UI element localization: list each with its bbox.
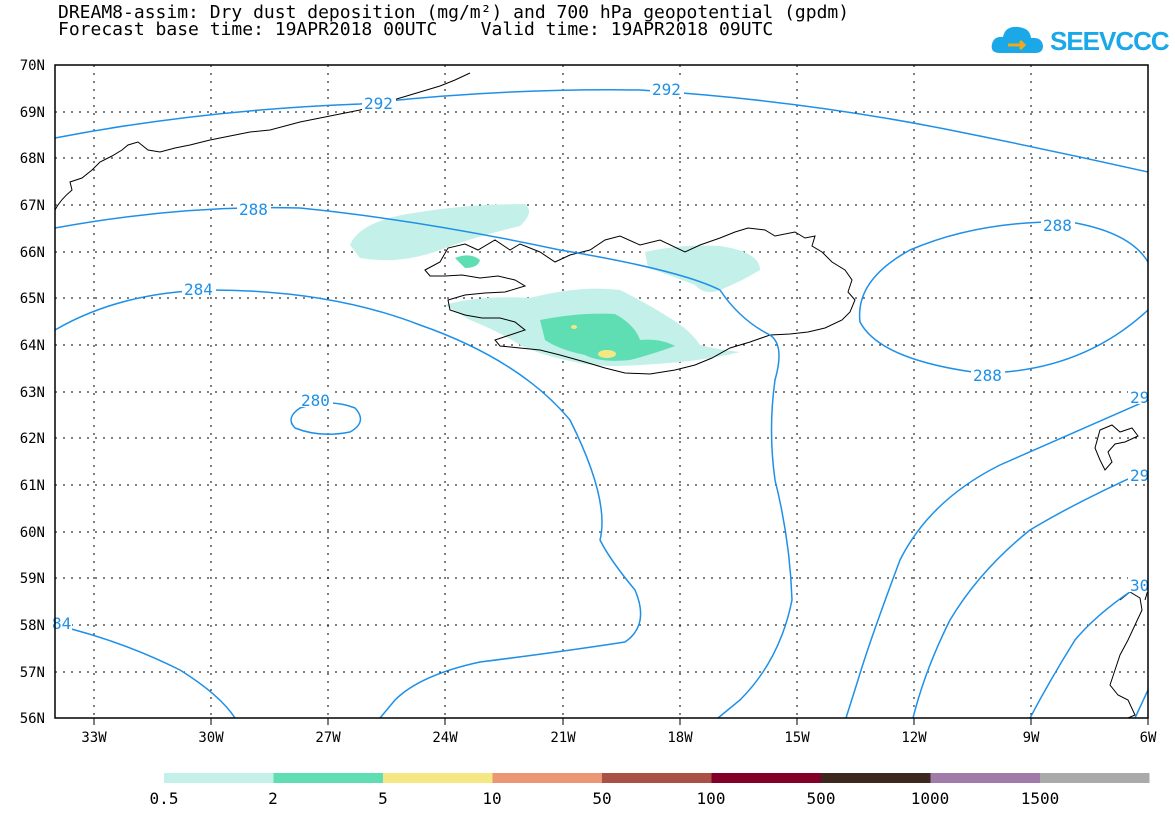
lon-label: 27W	[315, 730, 341, 746]
legend-tick: 500	[807, 789, 836, 808]
dust-area-medium-west	[455, 255, 480, 268]
axis-ticks	[93, 718, 1149, 725]
lat-label: 70N	[20, 58, 45, 74]
legend-bin	[383, 773, 493, 783]
lon-label: 33W	[81, 730, 107, 746]
lat-label: 58N	[20, 618, 45, 634]
dust-shading	[350, 204, 760, 366]
map-subtitle: Forecast base time: 19APR2018 00UTC Vali…	[58, 19, 774, 40]
legend-bin	[164, 773, 274, 783]
contour-label-284b: 84	[52, 614, 71, 633]
lat-label: 61N	[20, 478, 45, 494]
contour-label-29a: 29	[1130, 388, 1149, 407]
legend-tick: 2	[268, 789, 278, 808]
lat-label: 62N	[20, 431, 45, 447]
lat-labels: 70N 69N 68N 67N 66N 65N 64N 63N 62N 61N …	[20, 58, 45, 727]
lat-label: 68N	[20, 151, 45, 167]
contour-label-284a: 284	[184, 280, 213, 299]
lon-label: 12W	[901, 730, 927, 746]
legend-bin	[273, 773, 383, 783]
contour-label-292b: 292	[652, 80, 681, 99]
lon-label: 30W	[198, 730, 224, 746]
cloud-icon	[991, 26, 1043, 53]
legend-tick: 1000	[911, 789, 950, 808]
legend-bin	[930, 773, 1040, 783]
lat-label: 69N	[20, 105, 45, 121]
lat-label: 59N	[20, 571, 45, 587]
lat-label: 60N	[20, 525, 45, 541]
lon-label: 18W	[667, 730, 693, 746]
legend-tick: 50	[592, 789, 611, 808]
contour-label-30: 30	[1130, 576, 1149, 595]
contour-284-sw	[54, 624, 236, 719]
seevccc-logo: SEEVCCC	[990, 20, 1170, 60]
geopotential-contours	[54, 89, 1149, 719]
contour-label-288b: 288	[1043, 216, 1072, 235]
legend-bin	[492, 773, 602, 783]
dust-area-light-ne	[645, 245, 760, 293]
legend-tick: 10	[482, 789, 501, 808]
contour-288-east	[858, 221, 1149, 374]
lat-label: 65N	[20, 291, 45, 307]
contour-label-29b: 29	[1130, 466, 1149, 485]
legend-bin	[821, 773, 931, 783]
contour-label-292a: 292	[364, 94, 393, 113]
legend-bin	[1040, 773, 1150, 783]
legend-tick: 5	[378, 789, 388, 808]
coast-iceland	[424, 227, 856, 375]
contour-292	[54, 89, 1149, 173]
lon-label: 21W	[550, 730, 576, 746]
lon-label: 24W	[432, 730, 458, 746]
contour-29a	[845, 399, 1149, 719]
legend-tick: 0.5	[150, 789, 179, 808]
lon-label: 6W	[1140, 730, 1157, 746]
coast-scotland	[1109, 589, 1149, 719]
contour-label-288a: 288	[239, 200, 268, 219]
contour-label-288c: 288	[973, 366, 1002, 385]
contour-label-280: 280	[301, 391, 330, 410]
legend-tick: 100	[697, 789, 726, 808]
contour-29b	[912, 469, 1149, 719]
legend-bin	[602, 773, 712, 783]
lon-label: 15W	[784, 730, 810, 746]
map-title: DREAM8-assim: Dry dust deposition (mg/m²…	[58, 2, 850, 23]
lat-label: 63N	[20, 385, 45, 401]
dust-area-high-small	[571, 325, 577, 329]
dust-area-light-nw	[350, 204, 529, 261]
contour-labels: 292 292 288 288 288 284 84 280 29 29 30	[50, 80, 1150, 633]
contour-30b	[1134, 689, 1149, 719]
lat-label: 66N	[20, 245, 45, 261]
coast-faroe	[1094, 424, 1139, 471]
lon-label: 9W	[1023, 730, 1040, 746]
lat-label: 64N	[20, 338, 45, 354]
lon-labels: 33W 30W 27W 24W 21W 18W 15W 12W 9W 6W	[81, 730, 1157, 746]
color-legend	[164, 773, 1150, 783]
contour-30	[1029, 579, 1149, 719]
lat-label: 56N	[20, 711, 45, 727]
dust-area-high	[598, 350, 616, 358]
coastlines	[54, 72, 1149, 719]
legend-tick: 1500	[1021, 789, 1060, 808]
map-frame	[54, 64, 1149, 719]
legend-tick-labels: 0.5 2 5 10 50 100 500 1000 1500	[150, 789, 1060, 808]
contour-280	[290, 402, 362, 435]
lat-label: 67N	[20, 198, 45, 214]
legend-bin	[711, 773, 821, 783]
graticule	[55, 65, 1148, 718]
contour-284	[54, 289, 642, 719]
logo-text: SEEVCCC	[1050, 26, 1170, 56]
contour-288-west	[54, 206, 793, 719]
lat-label: 57N	[20, 665, 45, 681]
coast-greenland	[54, 72, 471, 211]
